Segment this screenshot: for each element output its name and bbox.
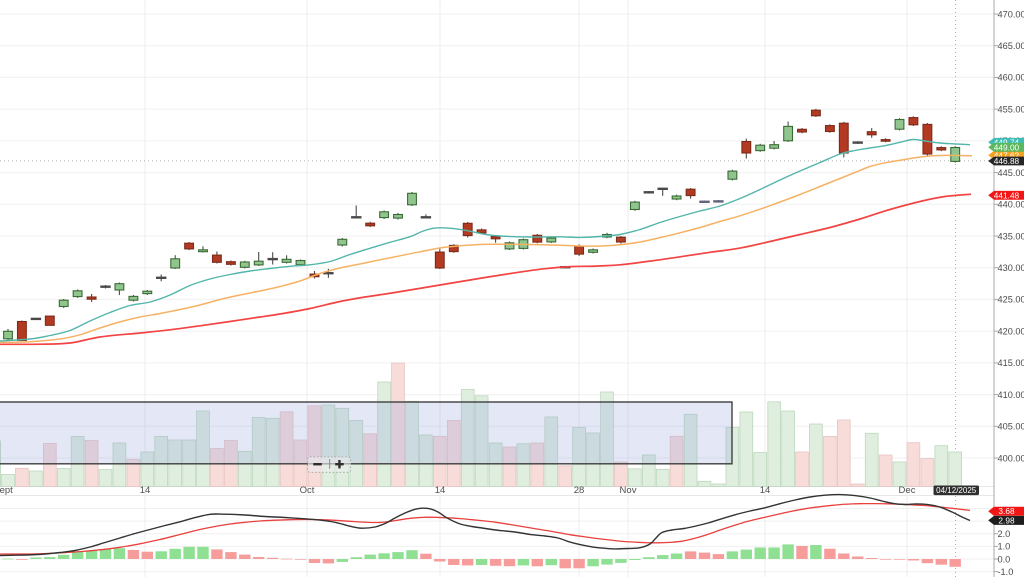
svg-text:470.00: 470.00 (998, 9, 1024, 19)
svg-text:420.00: 420.00 (998, 326, 1024, 336)
svg-text:-1.0: -1.0 (998, 567, 1014, 577)
svg-text:430.00: 430.00 (998, 263, 1024, 273)
svg-text:465.00: 465.00 (998, 41, 1024, 51)
svg-text:2.98: 2.98 (998, 515, 1015, 525)
svg-text:28: 28 (574, 485, 585, 496)
svg-text:449.74: 449.74 (994, 137, 1020, 147)
svg-text:441.48: 441.48 (994, 190, 1020, 200)
svg-text:415.00: 415.00 (998, 358, 1024, 368)
svg-text:410.00: 410.00 (998, 390, 1024, 400)
svg-text:Sept: Sept (0, 485, 13, 496)
svg-text:435.00: 435.00 (998, 231, 1024, 241)
svg-text:425.00: 425.00 (998, 295, 1024, 305)
svg-text:446.88: 446.88 (994, 156, 1020, 166)
svg-text:14: 14 (435, 485, 446, 496)
svg-text:2.0: 2.0 (998, 529, 1011, 539)
svg-text:460.00: 460.00 (998, 73, 1024, 83)
svg-text:400.00: 400.00 (998, 453, 1024, 463)
svg-text:Nov: Nov (620, 485, 637, 496)
svg-text:445.00: 445.00 (998, 168, 1024, 178)
svg-text:Dec: Dec (899, 485, 916, 496)
svg-text:440.00: 440.00 (998, 200, 1024, 210)
svg-text:455.00: 455.00 (998, 104, 1024, 114)
svg-text:04/12/2025: 04/12/2025 (936, 486, 977, 495)
svg-text:14: 14 (760, 485, 771, 496)
svg-text:3.68: 3.68 (998, 506, 1015, 516)
svg-text:1.0: 1.0 (998, 542, 1011, 552)
svg-text:405.00: 405.00 (998, 422, 1024, 432)
svg-text:Oct: Oct (300, 485, 315, 496)
svg-text:449.00: 449.00 (994, 142, 1020, 152)
svg-text:0.0: 0.0 (998, 554, 1011, 564)
svg-text:14: 14 (140, 485, 151, 496)
svg-text:447.62: 447.62 (994, 150, 1020, 160)
